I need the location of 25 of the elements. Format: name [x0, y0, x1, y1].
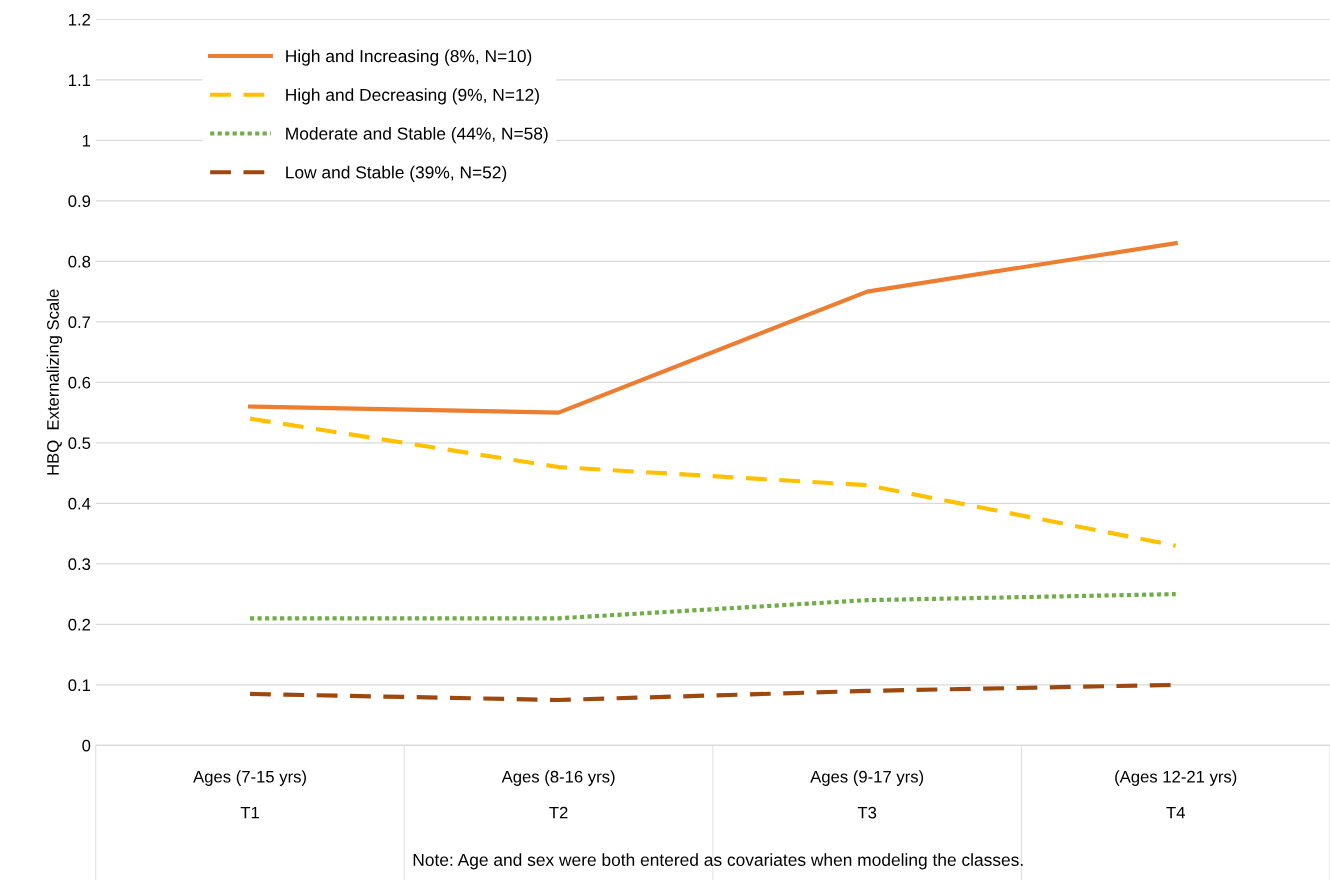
y-tick-label: 0.4 [68, 497, 91, 510]
category-label: (Ages 12-21 yrs) T4 [1115, 770, 1237, 819]
y-tick-label: 0.1 [68, 679, 91, 692]
legend-label: Moderate and Stable (44%, N=58) [286, 127, 548, 144]
y-tick-label: 0.6 [68, 376, 91, 389]
text: Note: Age and sex were both entered as covariates when modeling the classes. [413, 853, 1023, 870]
y-tick-label: 1.2 [69, 13, 91, 26]
legend-label: High and Increasing (8%, N=10) [286, 49, 532, 66]
line-series [247, 416, 1178, 548]
y-tick-label: 1 [82, 134, 91, 147]
legend-label: Low and Stable (39%, N=52) [286, 165, 507, 182]
line-series [247, 241, 1178, 415]
y-axis-title: HBQ Externalizing Scale [46, 289, 63, 475]
y-tick-label: 0.8 [68, 255, 91, 268]
y-tick-label: 0.2 [68, 618, 91, 631]
y-tick-label: 0 [82, 739, 91, 752]
category-label: Ages (7-15 yrs) T1 [193, 770, 306, 819]
y-tick-label: 0.3 [68, 558, 91, 571]
category-label: Ages (8-16 yrs) T2 [501, 770, 615, 819]
y-tick-label: 0.9 [68, 195, 91, 208]
legend-label: High and Decreasing (9%, N=12) [286, 88, 539, 105]
y-tick-label: 0.5 [68, 437, 91, 450]
category-label: Ages (9-17 yrs) T3 [810, 770, 924, 819]
y-tick-label: 1.1 [69, 74, 91, 86]
y-tick-label: 0.7 [68, 316, 91, 329]
